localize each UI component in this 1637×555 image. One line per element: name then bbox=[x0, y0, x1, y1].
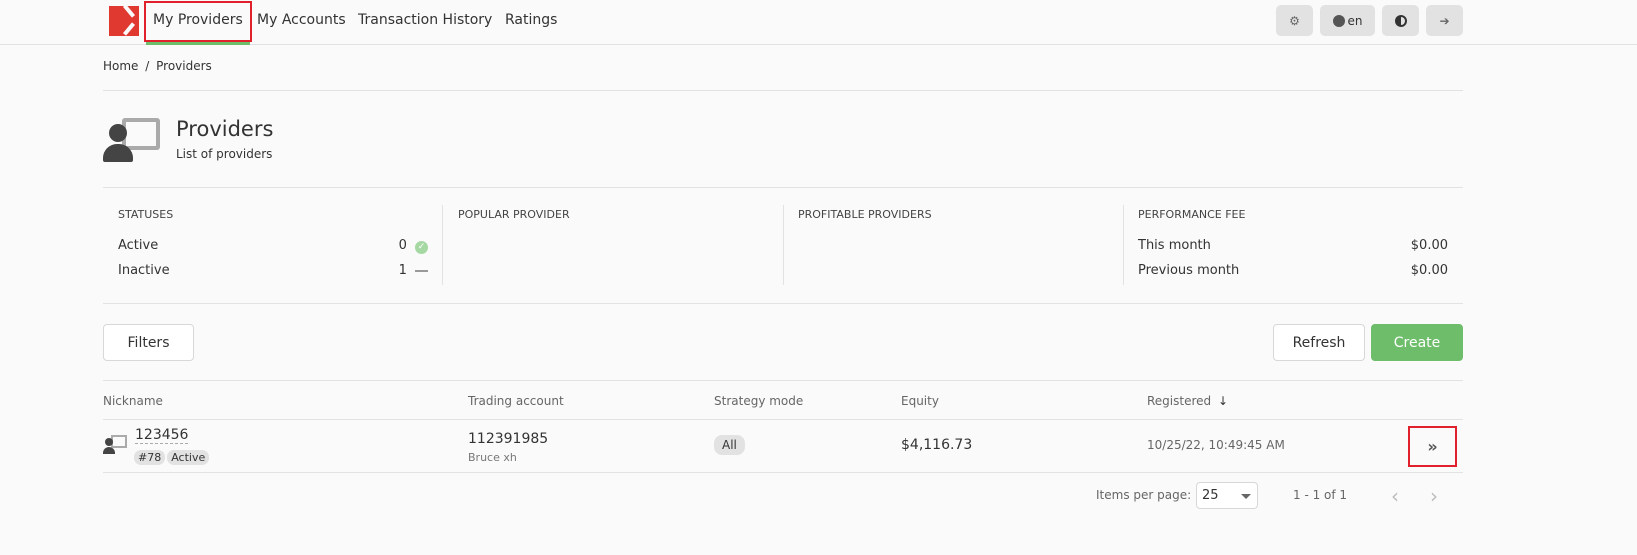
account-owner: Bruce xh bbox=[468, 451, 517, 464]
status-inactive-row: Inactive 1 bbox=[118, 258, 428, 283]
nav-transaction-history[interactable]: Transaction History bbox=[358, 12, 493, 28]
settings-button[interactable]: ⚙ bbox=[1276, 5, 1313, 36]
col-registered[interactable]: Registered ↓ bbox=[1147, 394, 1229, 408]
logout-icon: ➔ bbox=[1439, 13, 1450, 28]
open-details-button[interactable]: » bbox=[1408, 426, 1457, 467]
col-equity[interactable]: Equity bbox=[901, 394, 939, 408]
next-page-button[interactable]: › bbox=[1430, 484, 1438, 508]
status-active-row: Active 0 ✓ bbox=[118, 233, 428, 258]
nickname-link[interactable]: 123456 bbox=[135, 427, 189, 444]
col-nickname[interactable]: Nickname bbox=[103, 394, 163, 408]
breadcrumb-current: Providers bbox=[156, 59, 212, 73]
create-button[interactable]: Create bbox=[1371, 324, 1463, 361]
providers-icon bbox=[103, 116, 161, 162]
check-icon: ✓ bbox=[415, 240, 428, 254]
sort-down-icon: ↓ bbox=[1217, 394, 1229, 408]
contrast-icon bbox=[1394, 14, 1407, 27]
divider bbox=[103, 90, 1463, 91]
caret-down-icon bbox=[1241, 494, 1251, 504]
provider-icon bbox=[103, 435, 127, 455]
language-button[interactable]: en bbox=[1320, 5, 1375, 36]
breadcrumb-home[interactable]: Home bbox=[103, 59, 139, 73]
filters-button[interactable]: Filters bbox=[103, 324, 194, 361]
nav-ratings[interactable]: Ratings bbox=[505, 12, 558, 28]
registered-date: 10/25/22, 10:49:45 AM bbox=[1147, 438, 1285, 452]
equity-value: $4,116.73 bbox=[901, 437, 973, 453]
logout-button[interactable]: ➔ bbox=[1426, 5, 1463, 36]
col-strategy-mode[interactable]: Strategy mode bbox=[714, 394, 804, 408]
popular-provider-card: POPULAR PROVIDER bbox=[458, 208, 570, 221]
pagination-range: 1 - 1 of 1 bbox=[1293, 488, 1348, 502]
id-badge: #78 bbox=[134, 450, 166, 465]
breadcrumb: Home / Providers bbox=[103, 59, 212, 73]
theme-toggle-button[interactable] bbox=[1382, 5, 1419, 36]
divider bbox=[103, 187, 1463, 188]
col-trading-account[interactable]: Trading account bbox=[468, 394, 564, 408]
trading-account: 112391985 bbox=[468, 431, 549, 447]
items-per-page-select[interactable]: 25 bbox=[1196, 482, 1258, 509]
refresh-button[interactable]: Refresh bbox=[1273, 324, 1365, 361]
strategy-mode-badge: All bbox=[714, 435, 745, 455]
nav-my-accounts[interactable]: My Accounts bbox=[257, 12, 346, 28]
nav-my-providers[interactable]: My Providers bbox=[144, 0, 252, 45]
statuses-card: STATUSES Active 0 ✓ Inactive 1 bbox=[103, 205, 443, 285]
top-bar: My Providers My Accounts Transaction His… bbox=[0, 0, 1637, 45]
logo[interactable] bbox=[109, 6, 139, 36]
previous-page-button[interactable]: ‹ bbox=[1391, 484, 1399, 508]
performance-fee-card: PERFORMANCE FEE This month $0.00 Previous… bbox=[1138, 208, 1448, 278]
globe-icon bbox=[1332, 14, 1345, 27]
divider bbox=[103, 303, 1463, 304]
status-badge: Active bbox=[167, 450, 210, 465]
page-subtitle: List of providers bbox=[176, 147, 273, 161]
profitable-providers-card: PROFITABLE PROVIDERS bbox=[798, 208, 932, 221]
items-per-page-label: Items per page: bbox=[1096, 488, 1192, 502]
page-title: Providers bbox=[176, 117, 274, 141]
double-chevron-right-icon: » bbox=[1427, 437, 1438, 456]
dash-icon bbox=[415, 269, 428, 272]
gear-icon: ⚙ bbox=[1289, 13, 1300, 28]
